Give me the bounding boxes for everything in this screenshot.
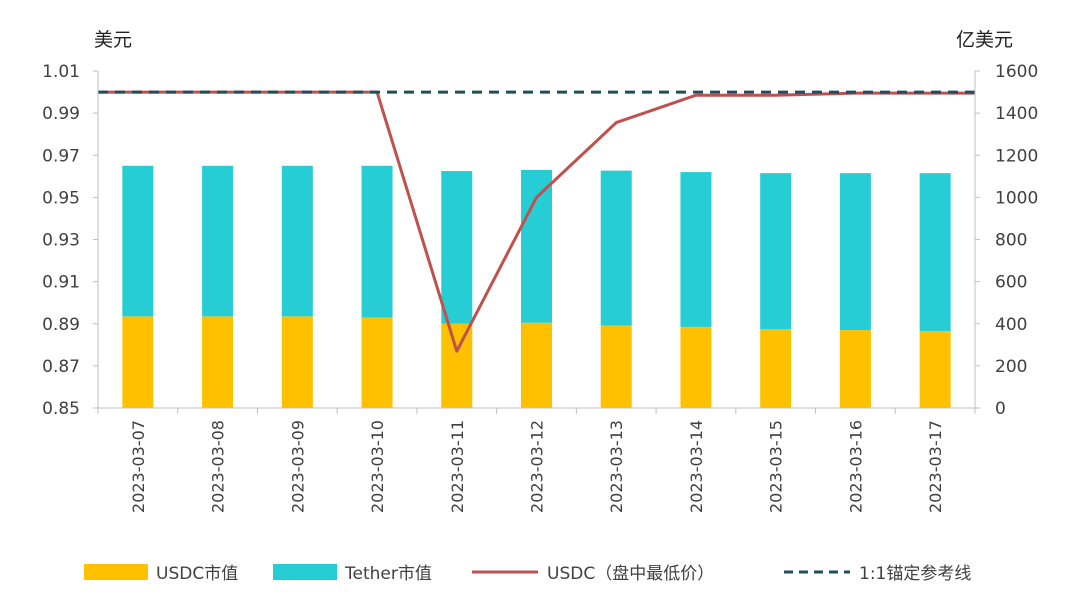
bars xyxy=(122,165,951,408)
right-tick-label: 1400 xyxy=(995,104,1038,124)
bar-usdc-cap xyxy=(521,322,552,408)
x-tick-label: 2023-03-09 xyxy=(288,420,307,513)
right-tick-label: 400 xyxy=(995,315,1027,335)
x-tick-label: 2023-03-14 xyxy=(687,420,706,513)
right-tick-label: 200 xyxy=(995,357,1027,377)
bar-tether-cap xyxy=(441,171,473,324)
legend-label-usdc-cap: USDC市值 xyxy=(156,564,238,584)
left-tick-label: 0.85 xyxy=(42,399,80,419)
bar-usdc-cap xyxy=(122,316,154,408)
left-tick-label: 0.87 xyxy=(42,357,80,377)
left-tick-label: 0.93 xyxy=(42,231,80,251)
x-axis: 2023-03-07 2023-03-08 2023-03-09 2023-03-10… xyxy=(97,408,976,513)
bar-tether-cap xyxy=(361,165,393,318)
x-tick-label: 2023-03-07 xyxy=(129,420,148,513)
left-axis: 0.85 0.87 0.89 0.91 0.93 0.95 0.97 0.99 1.01 xyxy=(42,62,98,419)
right-tick-label: 1200 xyxy=(995,146,1038,166)
bar-tether-cap xyxy=(600,170,632,326)
bar-usdc-cap xyxy=(839,330,871,408)
right-tick-label: 1000 xyxy=(995,188,1038,208)
bar-tether-cap xyxy=(281,165,313,317)
left-tick-label: 0.97 xyxy=(42,146,80,166)
legend: USDC市值 Tether市值 USDC（盘中最低价） 1:1锚定参考线 xyxy=(84,564,971,584)
bar-usdc-cap xyxy=(600,325,632,408)
right-axis-unit: 亿美元 xyxy=(956,29,1013,51)
x-tick-label: 2023-03-16 xyxy=(846,420,865,513)
right-axis: 0 200 400 600 800 1000 1200 1400 1600 xyxy=(975,62,1038,419)
bar-tether-cap xyxy=(521,169,552,323)
x-tick-label: 2023-03-11 xyxy=(448,420,467,513)
lines xyxy=(98,90,975,353)
legend-swatch-usdc-cap xyxy=(84,564,148,580)
right-tick-label: 800 xyxy=(995,231,1027,251)
right-tick-label: 1600 xyxy=(995,62,1038,82)
x-tick-label: 2023-03-08 xyxy=(209,420,228,513)
right-tick-label: 0 xyxy=(995,399,1006,419)
x-tick-label: 2023-03-17 xyxy=(926,420,945,513)
left-tick-label: 0.99 xyxy=(42,104,80,124)
bar-tether-cap xyxy=(202,165,234,317)
bar-usdc-cap xyxy=(202,316,234,408)
legend-label-peg: 1:1锚定参考线 xyxy=(859,564,971,584)
right-tick-label: 600 xyxy=(995,273,1027,293)
bar-tether-cap xyxy=(760,173,792,330)
bar-tether-cap xyxy=(680,172,712,327)
bar-usdc-cap xyxy=(919,331,951,408)
left-axis-unit: 美元 xyxy=(94,29,132,51)
left-tick-label: 0.89 xyxy=(42,315,80,335)
x-tick-label: 2023-03-13 xyxy=(607,420,626,513)
left-tick-label: 0.91 xyxy=(42,273,80,293)
bar-usdc-cap xyxy=(680,326,712,408)
legend-swatch-tether-cap xyxy=(273,564,337,580)
bar-usdc-cap xyxy=(361,317,393,408)
bar-usdc-cap xyxy=(441,323,473,408)
plot-frame xyxy=(97,71,976,409)
left-tick-label: 0.95 xyxy=(42,188,80,208)
x-tick-label: 2023-03-12 xyxy=(528,420,547,513)
bar-tether-cap xyxy=(122,165,154,317)
bar-tether-cap xyxy=(839,173,871,331)
bar-usdc-cap xyxy=(760,329,792,408)
bar-usdc-cap xyxy=(281,316,313,408)
bar-tether-cap xyxy=(919,173,951,332)
x-tick-label: 2023-03-10 xyxy=(368,420,387,513)
legend-label-usdc-low: USDC（盘中最低价） xyxy=(547,564,714,584)
legend-label-tether-cap: Tether市值 xyxy=(344,564,432,584)
x-tick-label: 2023-03-15 xyxy=(767,420,786,513)
left-tick-label: 1.01 xyxy=(42,62,80,82)
